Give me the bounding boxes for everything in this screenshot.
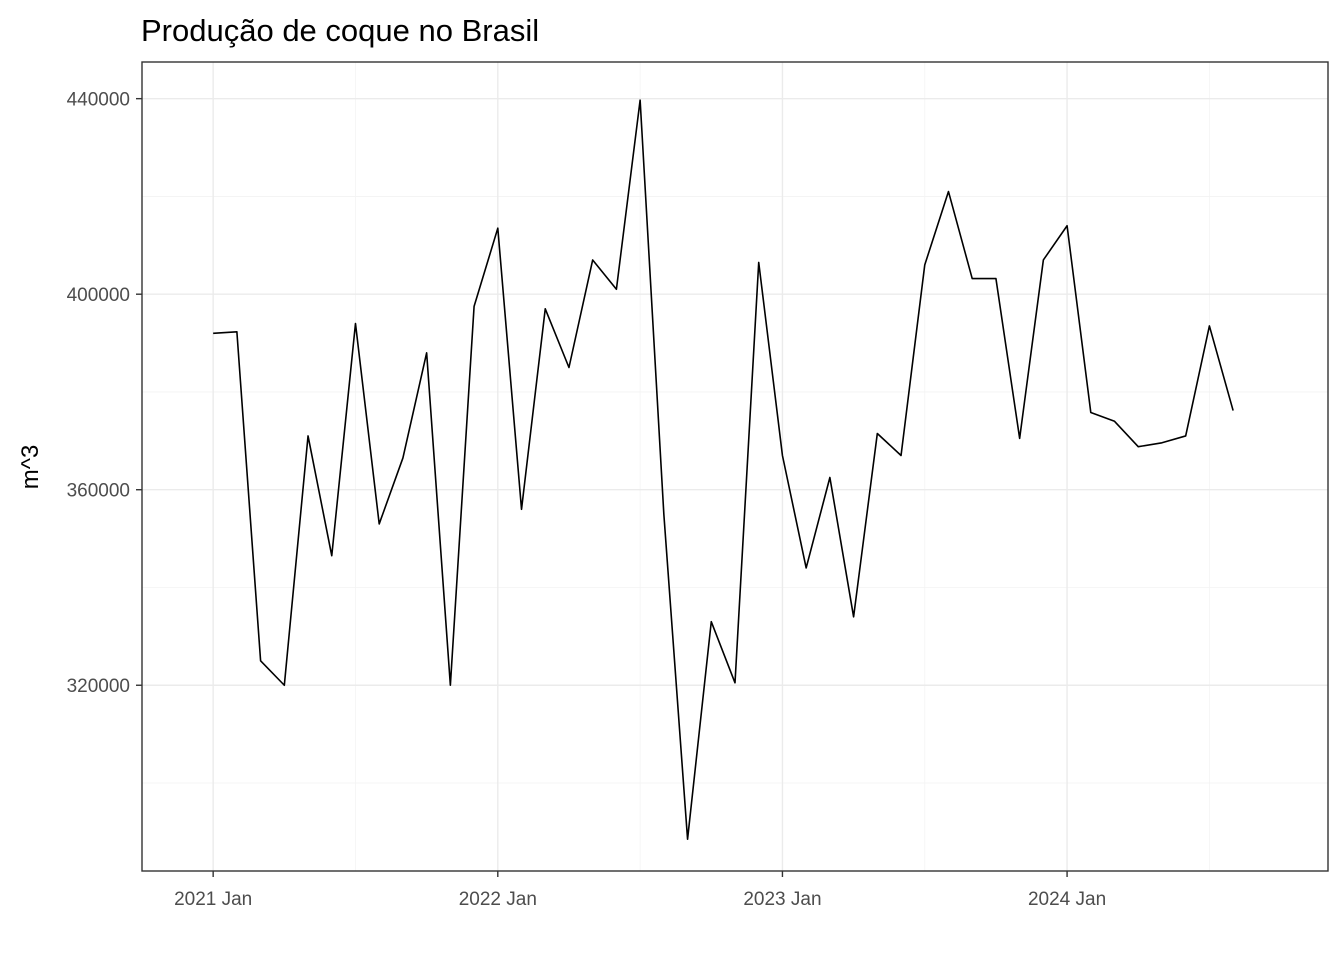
x-tick-label: 2023 Jan (743, 889, 821, 910)
chart-title: Produção de coque no Brasil (141, 13, 539, 48)
y-axis-title: m^3 (17, 445, 44, 490)
x-tick-label: 2024 Jan (1028, 889, 1106, 910)
y-tick-label: 440000 (67, 90, 130, 111)
y-tick-label: 400000 (67, 285, 130, 306)
x-tick-label: 2022 Jan (459, 889, 537, 910)
x-tick-label: 2021 Jan (174, 889, 252, 910)
y-tick-label: 320000 (67, 676, 130, 697)
y-tick-label: 360000 (67, 481, 130, 502)
